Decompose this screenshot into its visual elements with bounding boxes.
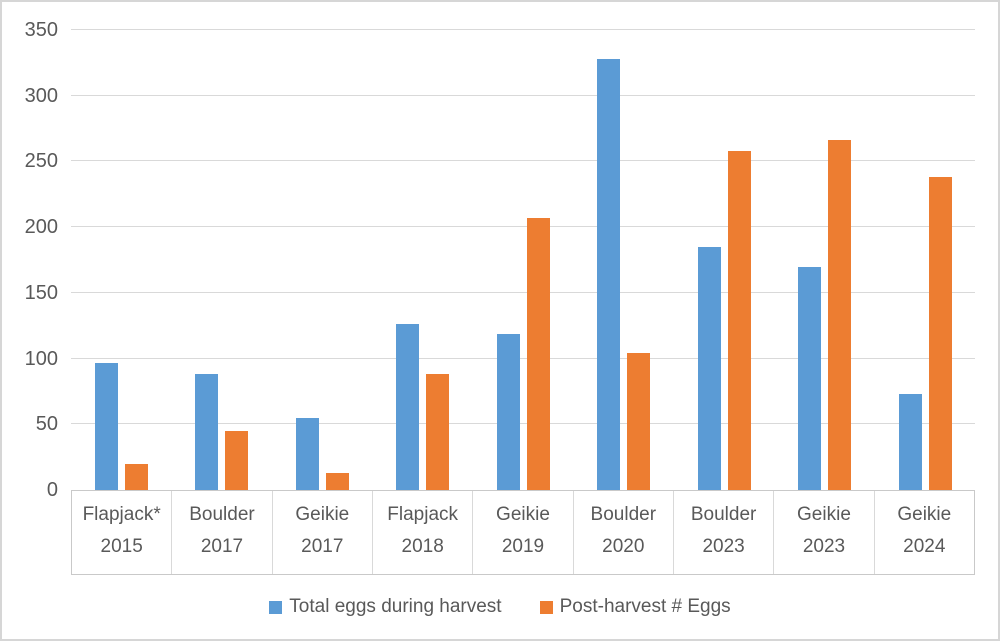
- category-year-label: 2019: [501, 536, 545, 557]
- bar-Boulder-2020-series0: [597, 59, 620, 490]
- category-year-label: 2017: [301, 536, 344, 557]
- gridline-y-300: [71, 95, 975, 96]
- x-axis-cell: Geikie 2019: [472, 491, 572, 574]
- x-axis-cell: Geikie 2023: [773, 491, 873, 574]
- category-site-label: Boulder: [690, 504, 757, 525]
- x-axis-cell: Flapjack 2018: [371, 491, 472, 574]
- category-site-label: Geikie: [797, 504, 851, 525]
- category-site-label: Geikie: [496, 504, 550, 525]
- x-axis-cell: Boulder 2020: [572, 491, 673, 574]
- y-tick-label: 200: [24, 216, 58, 238]
- y-tick-label: 250: [24, 150, 58, 172]
- legend-swatch-icon: [269, 600, 283, 614]
- x-axis-cell: Geikie 2024: [873, 491, 974, 574]
- y-tick-label: 50: [35, 413, 58, 435]
- category-year-label: 2023: [802, 536, 846, 557]
- bar-Flapjack-2018-series0: [396, 324, 419, 490]
- bar-Boulder-2017-series0: [195, 374, 218, 490]
- category-year-label: 2017: [200, 536, 244, 557]
- gridline-y-200: [71, 226, 975, 227]
- bar-Geikie-2019-series1: [527, 218, 550, 490]
- category-site-label: Flapjack: [387, 504, 459, 525]
- bar-Geikie-2024-series1: [929, 177, 952, 490]
- bar-Geikie-2017-series0: [296, 418, 319, 490]
- bar-Geikie-2024-series0: [899, 394, 922, 490]
- gridline-y-350: [71, 29, 975, 30]
- category-site-label: Flapjack*: [82, 504, 161, 525]
- bar-Geikie-2019-series0: [497, 334, 520, 490]
- y-axis: 0 50 100 150 200 250 300 350: [2, 2, 58, 522]
- legend-item: Post-harvest # Eggs: [539, 596, 731, 618]
- bar-Boulder-2023-series1: [728, 151, 751, 490]
- y-tick-label: 300: [24, 85, 58, 107]
- bar-Geikie-2023-series0: [798, 267, 821, 490]
- bar-Boulder-2023-series0: [698, 247, 721, 490]
- bar-Boulder-2020-series1: [627, 353, 650, 490]
- legend-item: Total eggs during harvest: [269, 596, 502, 618]
- gridline-y-50: [71, 423, 975, 424]
- bar-Flapjack-2018-series1: [426, 374, 449, 490]
- category-year-label: 2023: [702, 536, 745, 557]
- bar-Flapjack-2015-series0: [95, 363, 118, 490]
- category-site-label: Geikie: [897, 504, 952, 525]
- category-site-label: Geikie: [295, 504, 350, 525]
- bar-Boulder-2017-series1: [225, 431, 248, 490]
- category-site-label: Boulder: [189, 504, 255, 525]
- legend-label: Total eggs during harvest: [289, 596, 502, 617]
- category-year-label: 2024: [903, 536, 946, 557]
- x-axis-cell: Boulder 2023: [672, 491, 773, 574]
- legend-label: Post-harvest # Eggs: [559, 596, 731, 617]
- y-tick-label: 350: [24, 19, 58, 41]
- gridline-y-150: [71, 292, 975, 293]
- y-tick-label: 0: [46, 479, 58, 501]
- y-tick-label: 100: [24, 348, 58, 370]
- bar-Geikie-2017-series1: [326, 473, 349, 490]
- y-tick-label: 150: [24, 282, 58, 304]
- plot-area: [71, 29, 975, 491]
- x-axis-cell: Flapjack* 2015: [72, 491, 171, 574]
- x-axis-cell: Boulder 2017: [171, 491, 271, 574]
- category-site-label: Boulder: [590, 504, 657, 525]
- x-axis-category-labels: Flapjack* 2015 Boulder 2017 Geikie 2017 Flapja…: [71, 490, 975, 575]
- category-year-label: 2020: [602, 536, 645, 557]
- category-year-label: 2018: [401, 536, 444, 557]
- gridline-y-250: [71, 160, 975, 161]
- legend: Total eggs during harvest Post-harvest # …: [2, 592, 998, 622]
- gridline-y-100: [71, 358, 975, 359]
- bar-Flapjack-2015-series1: [125, 464, 148, 490]
- category-year-label: 2015: [100, 536, 143, 557]
- x-axis-cell: Geikie 2017: [271, 491, 372, 574]
- legend-swatch-icon: [539, 600, 553, 614]
- bar-Geikie-2023-series1: [828, 140, 851, 490]
